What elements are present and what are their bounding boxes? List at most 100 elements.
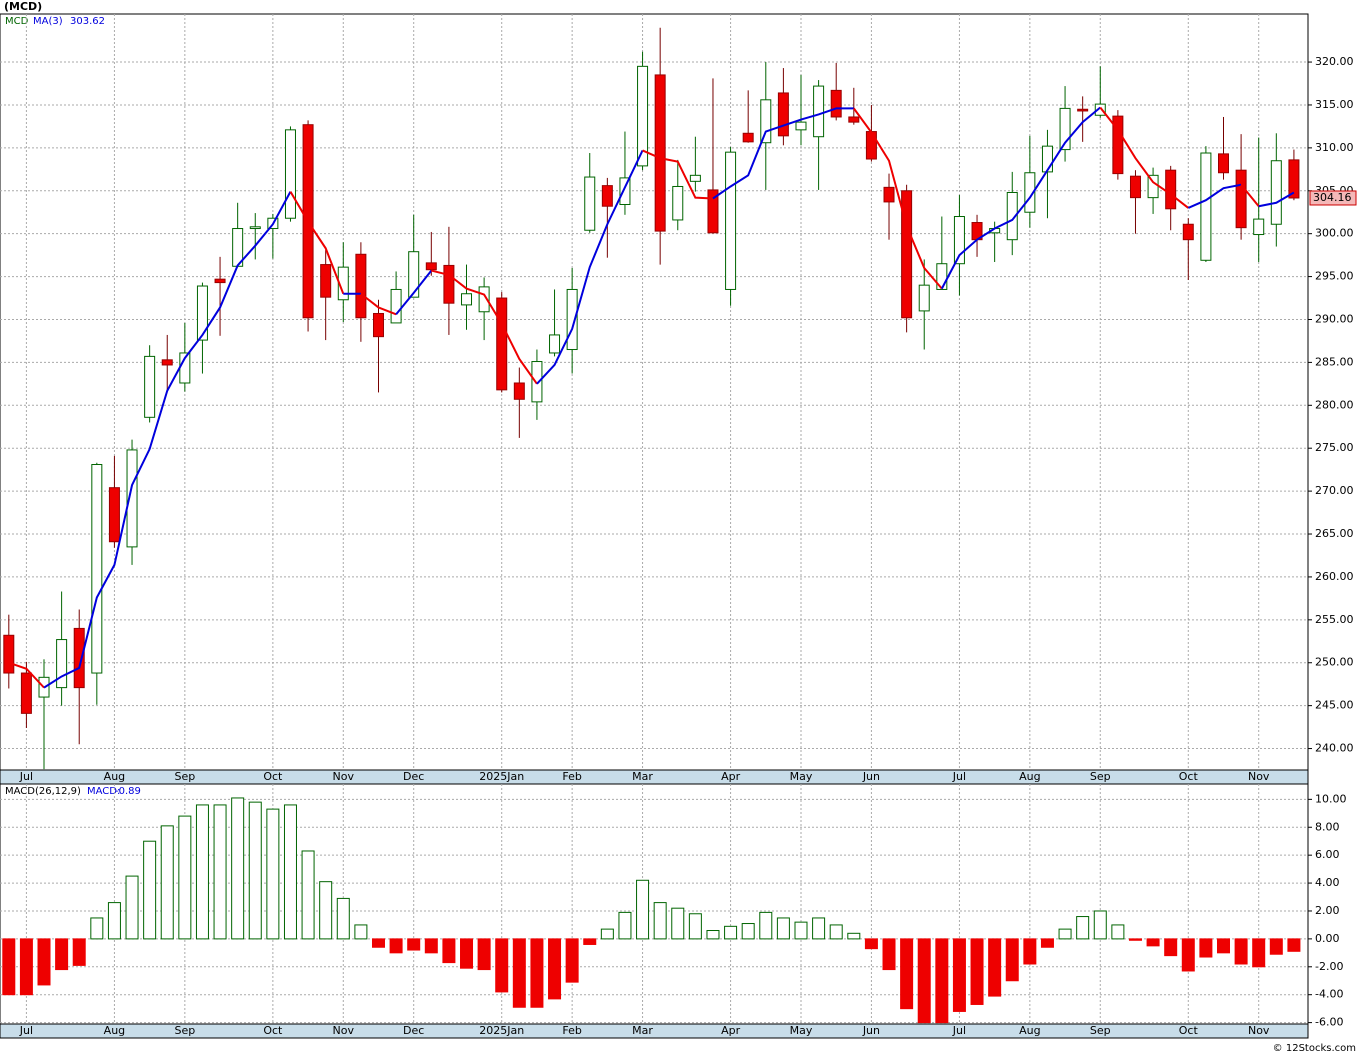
y-tick-label: 6.00: [1315, 848, 1340, 861]
x-tick-label: Apr: [721, 770, 741, 783]
candle-body: [883, 186, 895, 203]
macd-bar: [741, 923, 755, 940]
candle-body: [1129, 175, 1141, 199]
y-tick-label: -6.00: [1315, 1016, 1343, 1029]
macd-bar: [583, 938, 597, 945]
y-tick-label: 275.00: [1315, 441, 1354, 454]
candle-body: [865, 131, 877, 160]
macd-bar: [460, 938, 474, 969]
x-tick-label: Nov: [333, 1024, 355, 1037]
macd-bar: [143, 840, 157, 940]
x-tick-label: 2025Jan: [479, 1024, 524, 1037]
x-tick-label: May: [790, 1024, 813, 1037]
chart-title: (MCD): [4, 0, 42, 13]
macd-bar: [72, 938, 86, 966]
candle-body: [707, 189, 719, 234]
candle-body: [601, 185, 613, 207]
candle-body: [355, 253, 367, 319]
macd-bar: [900, 938, 914, 1010]
candle-body: [56, 639, 68, 689]
macd-bar: [688, 913, 702, 940]
x-tick-label: Aug: [104, 1024, 125, 1037]
candle-body: [742, 132, 754, 143]
macd-bar: [636, 879, 650, 940]
x-tick-label: Oct: [263, 770, 283, 783]
y-tick-label: 300.00: [1315, 227, 1354, 240]
last-price-label: 304.16: [1313, 191, 1352, 204]
macd-bar: [600, 928, 614, 940]
x-tick-label: Sep: [1090, 770, 1111, 783]
macd-bar: [1058, 928, 1072, 940]
macd-bar: [882, 938, 896, 971]
x-tick-label: Nov: [333, 770, 355, 783]
candle-body: [637, 65, 649, 167]
candle-body: [654, 74, 666, 232]
y-tick-label: 245.00: [1315, 699, 1354, 712]
ma-line: [289, 191, 345, 295]
x-tick-label: Jul: [952, 1024, 966, 1037]
candle-body: [830, 89, 842, 118]
macd-bar: [55, 938, 69, 971]
macd-bar: [319, 881, 333, 940]
macd-bar: [565, 938, 579, 983]
candle-body: [531, 361, 543, 403]
macd-bar: [1252, 938, 1266, 968]
candle-body: [425, 262, 437, 271]
macd-bar: [477, 938, 491, 971]
macd-bar: [1023, 938, 1037, 965]
y-tick-label: 8.00: [1315, 820, 1340, 833]
y-tick-label: 2.00: [1315, 904, 1340, 917]
candle-body: [549, 334, 561, 354]
macd-bar: [952, 938, 966, 1012]
y-tick-label: 0.00: [1315, 932, 1340, 945]
macd-bar: [495, 938, 509, 993]
candle-body: [513, 382, 525, 400]
candle-body: [795, 121, 807, 131]
x-tick-label: Jun: [862, 1024, 880, 1037]
y-tick-label: 310.00: [1315, 141, 1354, 154]
candle-body: [848, 116, 860, 123]
candle-body: [496, 297, 508, 391]
x-tick-label: Jul: [952, 770, 966, 783]
candle-body: [320, 264, 332, 298]
macd-bar: [1093, 910, 1107, 940]
x-tick-label: Jul: [19, 770, 33, 783]
y-tick-label: 10.00: [1315, 792, 1347, 805]
ma-line: [642, 149, 714, 200]
last-price-box: [1309, 190, 1357, 206]
ma-line: [43, 191, 292, 689]
x-tick-label: Jul: [19, 1024, 33, 1037]
candle-body: [813, 85, 825, 138]
candle-body: [3, 634, 15, 674]
x-tick-label: Nov: [1248, 770, 1270, 783]
candle-body: [108, 487, 120, 543]
macd-bar: [231, 797, 245, 940]
ma-line: [712, 107, 854, 200]
x-tick-label: Oct: [1179, 1024, 1199, 1037]
macd-bar: [864, 938, 878, 950]
macd-bar: [724, 925, 738, 940]
macd-bar: [266, 808, 280, 940]
macd-bar: [248, 801, 262, 940]
x-tick-label: Dec: [403, 770, 424, 783]
legend-macd-label: MACD:: [87, 786, 120, 797]
macd-bar: [1005, 938, 1019, 982]
candle-body: [584, 176, 596, 231]
candle-body: [901, 190, 913, 319]
legend-ma: MA(3): [33, 16, 63, 27]
macd-bar: [1164, 938, 1178, 957]
y-tick-label: 255.00: [1315, 613, 1354, 626]
y-tick-label: 315.00: [1315, 98, 1354, 111]
month-strip: [0, 1023, 1309, 1039]
macd-bar: [1287, 938, 1301, 952]
macd-bar: [354, 924, 368, 940]
ma-line: [853, 107, 943, 290]
candle-body: [1288, 159, 1300, 199]
macd-bar: [2, 938, 16, 996]
ma-line: [360, 292, 397, 316]
candle-body: [1094, 103, 1106, 116]
macd-bar: [812, 917, 826, 940]
ma-line: [536, 150, 644, 385]
candle-body: [214, 278, 226, 284]
legend-macd: MACD(26,12,9): [5, 786, 81, 797]
